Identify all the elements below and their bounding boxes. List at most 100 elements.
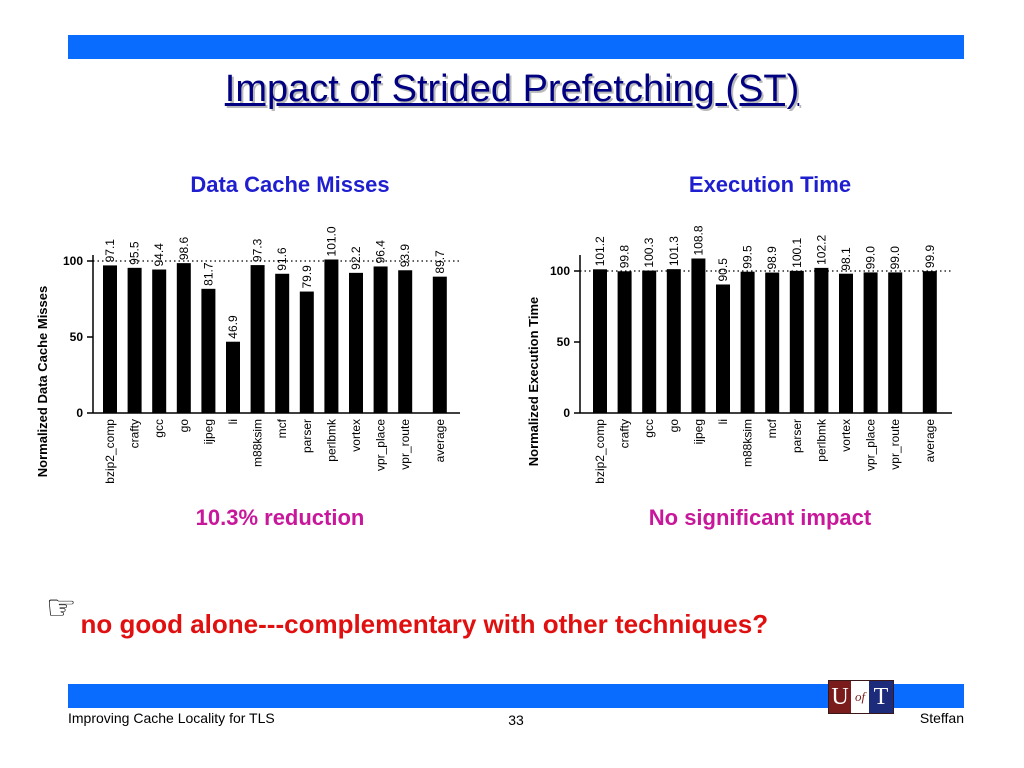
value-label-m88ksim: 99.5 (741, 245, 755, 269)
category-label-li: li (226, 419, 240, 424)
category-label-m88ksim: m88ksim (251, 419, 265, 467)
category-label-ijpeg: ijpeg (691, 419, 705, 444)
category-label-gcc: gcc (152, 419, 166, 438)
bar-perlbmk (324, 259, 339, 413)
execution-time-chart: Normalized Execution Time 0 50 100 101.2 bzip… (526, 225, 952, 484)
value-label-mcf: 91.6 (275, 247, 289, 271)
bar-m88ksim (250, 265, 265, 413)
value-label-parser: 100.1 (790, 238, 804, 268)
y-axis-title: Normalized Execution Time (526, 297, 541, 467)
data-cache-misses-chart: Normalized Data Cache Misses 0 50 100 97.1 bz… (35, 226, 460, 484)
footer-author: Steffan (919, 710, 964, 726)
value-label-perlbmk: 102.2 (814, 235, 828, 265)
value-label-go: 98.6 (177, 236, 191, 260)
bar-li (716, 284, 730, 413)
value-label-gcc: 94.4 (152, 243, 166, 267)
category-label-bzip2_comp: bzip2_comp (103, 419, 117, 484)
bar-ijpeg (691, 258, 706, 413)
top-decoration-strip (68, 35, 964, 59)
category-label-vpr_place: vpr_place (374, 419, 388, 471)
bar-vortex (349, 272, 363, 413)
bar-gcc (642, 270, 657, 413)
value-label-perlbmk: 101.0 (324, 226, 338, 256)
y-tick-label: 0 (76, 406, 83, 420)
y-tick-label: 50 (70, 330, 84, 344)
slide-title: Impact of Strided Prefetching (ST) (224, 68, 800, 110)
bar-mcf (275, 273, 290, 413)
value-label-vortex: 98.1 (839, 247, 853, 271)
bar-crafty (127, 267, 142, 413)
y-axis-title: Normalized Data Cache Misses (35, 286, 50, 477)
category-label-vortex: vortex (839, 419, 853, 452)
value-label-go: 101.3 (667, 236, 681, 266)
y-tick-label: 0 (563, 406, 570, 420)
category-label-li: li (716, 419, 730, 424)
value-label-gcc: 100.3 (642, 237, 656, 267)
value-label-average: 89.7 (433, 250, 447, 274)
bar-parser (789, 270, 804, 413)
category-label-go: go (177, 419, 191, 433)
bar-bzip2_comp (103, 265, 117, 413)
value-label-mcf: 98.9 (765, 246, 779, 270)
chart-title-data-cache-misses: Data Cache Misses (190, 172, 390, 197)
bar-average (432, 276, 447, 413)
category-label-parser: parser (790, 419, 804, 453)
category-label-bzip2_comp: bzip2_comp (593, 419, 607, 484)
value-label-parser: 79.9 (300, 265, 314, 289)
category-label-ijpeg: ijpeg (201, 419, 215, 444)
value-label-li: 46.9 (226, 315, 240, 339)
bar-parser (299, 291, 314, 413)
category-label-m88ksim: m88ksim (741, 419, 755, 467)
bar-vpr_route (398, 270, 413, 413)
value-label-li: 90.5 (716, 258, 730, 282)
value-label-vpr_route: 99.0 (888, 246, 902, 270)
value-label-crafty: 95.5 (128, 241, 142, 265)
category-label-vortex: vortex (349, 419, 363, 452)
category-label-crafty: crafty (128, 419, 142, 448)
bar-bzip2_comp (593, 269, 607, 413)
category-label-perlbmk: perlbmk (324, 418, 338, 462)
category-label-go: go (667, 419, 681, 433)
category-label-vpr_place: vpr_place (864, 419, 878, 471)
category-label-gcc: gcc (642, 419, 656, 438)
value-label-m88ksim: 97.3 (251, 238, 265, 262)
category-label-vpr_route: vpr_route (398, 419, 412, 470)
category-label-mcf: mcf (275, 418, 289, 438)
chart-title-execution-time: Execution Time (688, 172, 852, 197)
value-label-average: 99.9 (923, 244, 937, 268)
category-label-average: average (923, 419, 937, 463)
conclusion-label: no good alone---complementary with other… (80, 609, 769, 639)
y-tick-label: 100 (63, 254, 83, 268)
bar-li (226, 341, 240, 413)
logo-u: U (829, 681, 851, 713)
value-label-crafty: 99.8 (618, 245, 632, 269)
bar-crafty (617, 271, 632, 413)
value-label-bzip2_comp: 97.1 (103, 239, 117, 263)
category-label-perlbmk: perlbmk (814, 418, 828, 462)
y-tick-label: 50 (557, 335, 571, 349)
caption-reduction: 10.3% reduction (195, 505, 365, 530)
category-label-parser: parser (300, 419, 314, 453)
category-label-mcf: mcf (765, 418, 779, 438)
logo-of: of (851, 681, 869, 713)
bar-mcf (765, 272, 780, 413)
caption-no-impact: No significant impact (648, 505, 872, 530)
bar-perlbmk (814, 267, 829, 413)
bar-vpr_route (888, 272, 903, 413)
bar-ijpeg (201, 288, 216, 413)
footer-title: Improving Cache Locality for TLS (68, 710, 275, 726)
bar-m88ksim (740, 271, 755, 413)
category-label-average: average (433, 419, 447, 463)
value-label-vpr_place: 96.4 (374, 240, 388, 264)
category-label-vpr_route: vpr_route (888, 419, 902, 470)
value-label-vortex: 92.2 (349, 246, 363, 270)
bar-gcc (152, 269, 167, 413)
bar-go (176, 263, 191, 413)
bar-go (666, 269, 681, 413)
bottom-decoration-strip (68, 684, 964, 708)
bar-average (922, 271, 937, 413)
bar-vpr_place (373, 266, 388, 413)
page-number: 33 (508, 712, 524, 728)
value-label-bzip2_comp: 101.2 (593, 236, 607, 266)
y-tick-label: 100 (550, 264, 570, 278)
